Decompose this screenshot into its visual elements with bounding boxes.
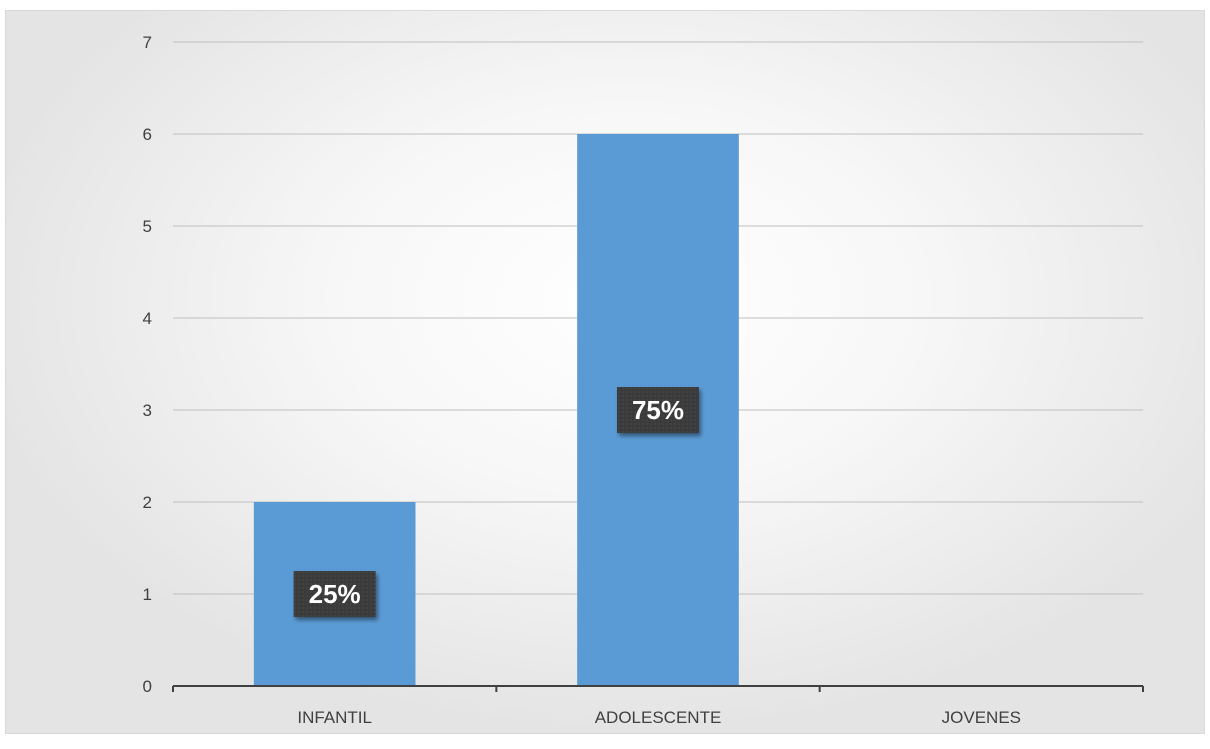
- chart-area: 0 1 2 3 4 5 6 7 INFANTIL ADOLESCENTE JOVENES 25% 7…: [5, 10, 1205, 734]
- data-label-box: [293, 571, 376, 617]
- x-tick-label: JOVENES: [942, 708, 1021, 727]
- x-axis: [172, 685, 1144, 692]
- y-tick-label: 4: [143, 309, 152, 328]
- data-label-text: 75%: [632, 395, 684, 425]
- y-tick-label: 6: [143, 125, 152, 144]
- x-tick-label: ADOLESCENTE: [595, 708, 722, 727]
- y-tick-label: 0: [143, 677, 152, 696]
- y-tick-label: 1: [143, 585, 152, 604]
- data-label-text: 25%: [309, 579, 361, 609]
- y-tick-label: 2: [143, 493, 152, 512]
- y-tick-label: 5: [143, 217, 152, 236]
- x-axis-labels: INFANTIL ADOLESCENTE JOVENES: [297, 708, 1021, 727]
- data-label-box: [617, 387, 699, 433]
- y-tick-label: 7: [143, 33, 152, 52]
- y-axis: 0 1 2 3 4 5 6 7: [143, 33, 152, 696]
- data-label: [293, 571, 376, 617]
- x-tick-label: INFANTIL: [297, 708, 372, 727]
- bar-chart: 0 1 2 3 4 5 6 7 INFANTIL ADOLESCENTE JOVENES 25% 7…: [143, 33, 1144, 727]
- y-tick-label: 3: [143, 401, 152, 420]
- data-label: [617, 387, 699, 433]
- data-labels: 25% 75%: [293, 387, 699, 617]
